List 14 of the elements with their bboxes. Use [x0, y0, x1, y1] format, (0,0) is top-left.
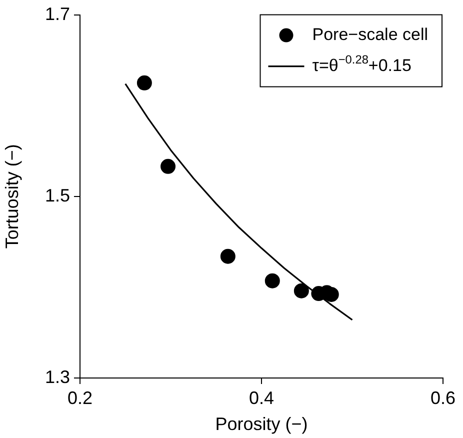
point [264, 273, 280, 288]
x-tick-label: 0.2 [67, 388, 93, 408]
x-tick-label: 0.6 [430, 388, 456, 408]
x-axis-title: Porosity (−) [215, 414, 308, 434]
y-tick-label: 1.3 [44, 366, 70, 387]
point [220, 248, 236, 264]
point [136, 75, 152, 90]
y-tick-label: 1.7 [44, 4, 70, 24]
y-axis-title: Tortuosity (−) [2, 144, 22, 249]
y-tick-label: 1.5 [44, 185, 70, 206]
point [294, 283, 309, 298]
x-tick-label: 0.4 [248, 388, 274, 408]
legend-label: Pore−scale cell [312, 24, 428, 44]
point [160, 158, 176, 174]
